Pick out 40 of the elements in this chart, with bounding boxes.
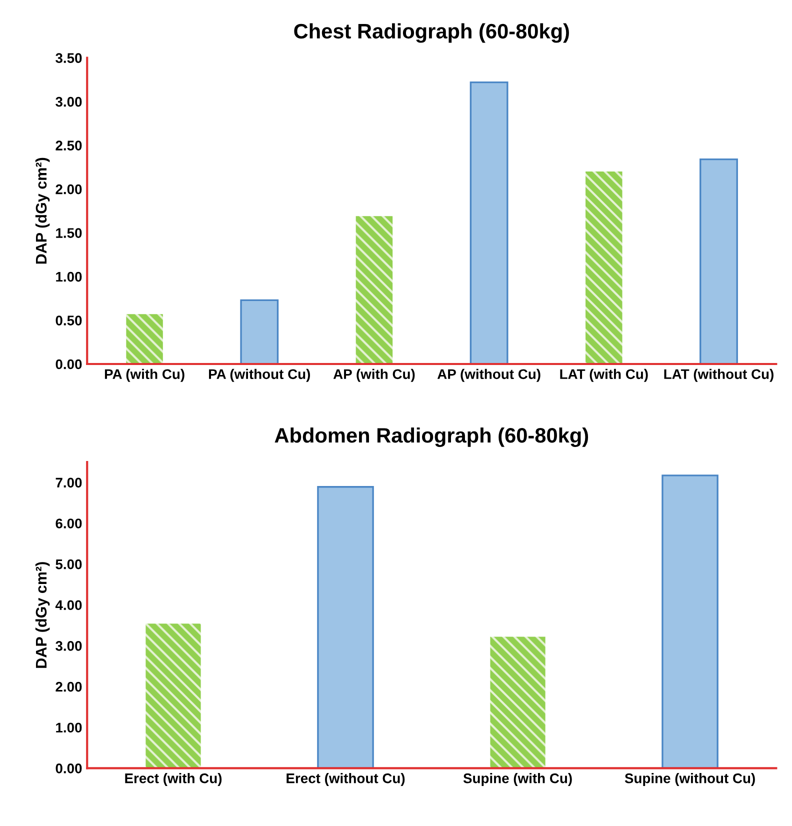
y-tick-label: 7.00	[56, 478, 82, 488]
y-tick-label: 0.50	[56, 316, 82, 326]
y-tick-label: 3.00	[56, 641, 82, 651]
y-tick-label: 3.50	[56, 53, 82, 64]
x-tick-label: Erect (with Cu)	[125, 773, 222, 786]
y-tick-label: 1.50	[56, 228, 82, 238]
bar	[700, 158, 738, 364]
y-tick-label: 2.00	[56, 184, 82, 194]
x-tick-label: AP (without Cu)	[437, 368, 540, 382]
x-tick-label: LAT (with Cu)	[560, 368, 648, 382]
x-tick-label: PA (with Cu)	[104, 368, 184, 382]
y-axis-title: DAP (dGy cm²)	[35, 158, 50, 264]
bar	[662, 474, 718, 768]
y-tick-label: 5.00	[56, 559, 82, 570]
x-tick-label: Supine (with Cu)	[463, 773, 572, 786]
y-tick-label: 2.00	[56, 682, 82, 692]
x-tick-label: LAT (without Cu)	[664, 368, 774, 382]
bar	[490, 636, 546, 768]
y-axis-title: DAP (dGy cm²)	[35, 562, 50, 668]
chart-title: Abdomen Radiograph (60-80kg)	[274, 427, 588, 447]
bar	[240, 299, 279, 364]
chart-title: Chest Radiograph (60-80kg)	[294, 23, 569, 43]
x-tick-label: PA (without Cu)	[209, 368, 310, 382]
bar	[317, 486, 374, 768]
bar	[470, 81, 508, 364]
x-tick-label: Erect (without Cu)	[286, 773, 405, 786]
y-tick-label: 0.00	[56, 359, 82, 370]
bar	[146, 624, 201, 768]
y-tick-label: 1.00	[56, 272, 82, 282]
x-tick-label: AP (with Cu)	[333, 368, 415, 382]
y-tick-label: 2.50	[56, 140, 82, 150]
bar	[126, 314, 163, 364]
y-tick-label: 1.00	[56, 722, 82, 733]
y-tick-label: 4.00	[55, 600, 82, 610]
y-tick-label: 0.00	[56, 764, 82, 774]
bar	[356, 216, 393, 364]
x-tick-label: Supine (without Cu)	[624, 773, 755, 786]
y-tick-label: 3.00	[56, 96, 82, 107]
y-tick-label: 6.00	[56, 518, 82, 528]
bar	[586, 172, 622, 364]
